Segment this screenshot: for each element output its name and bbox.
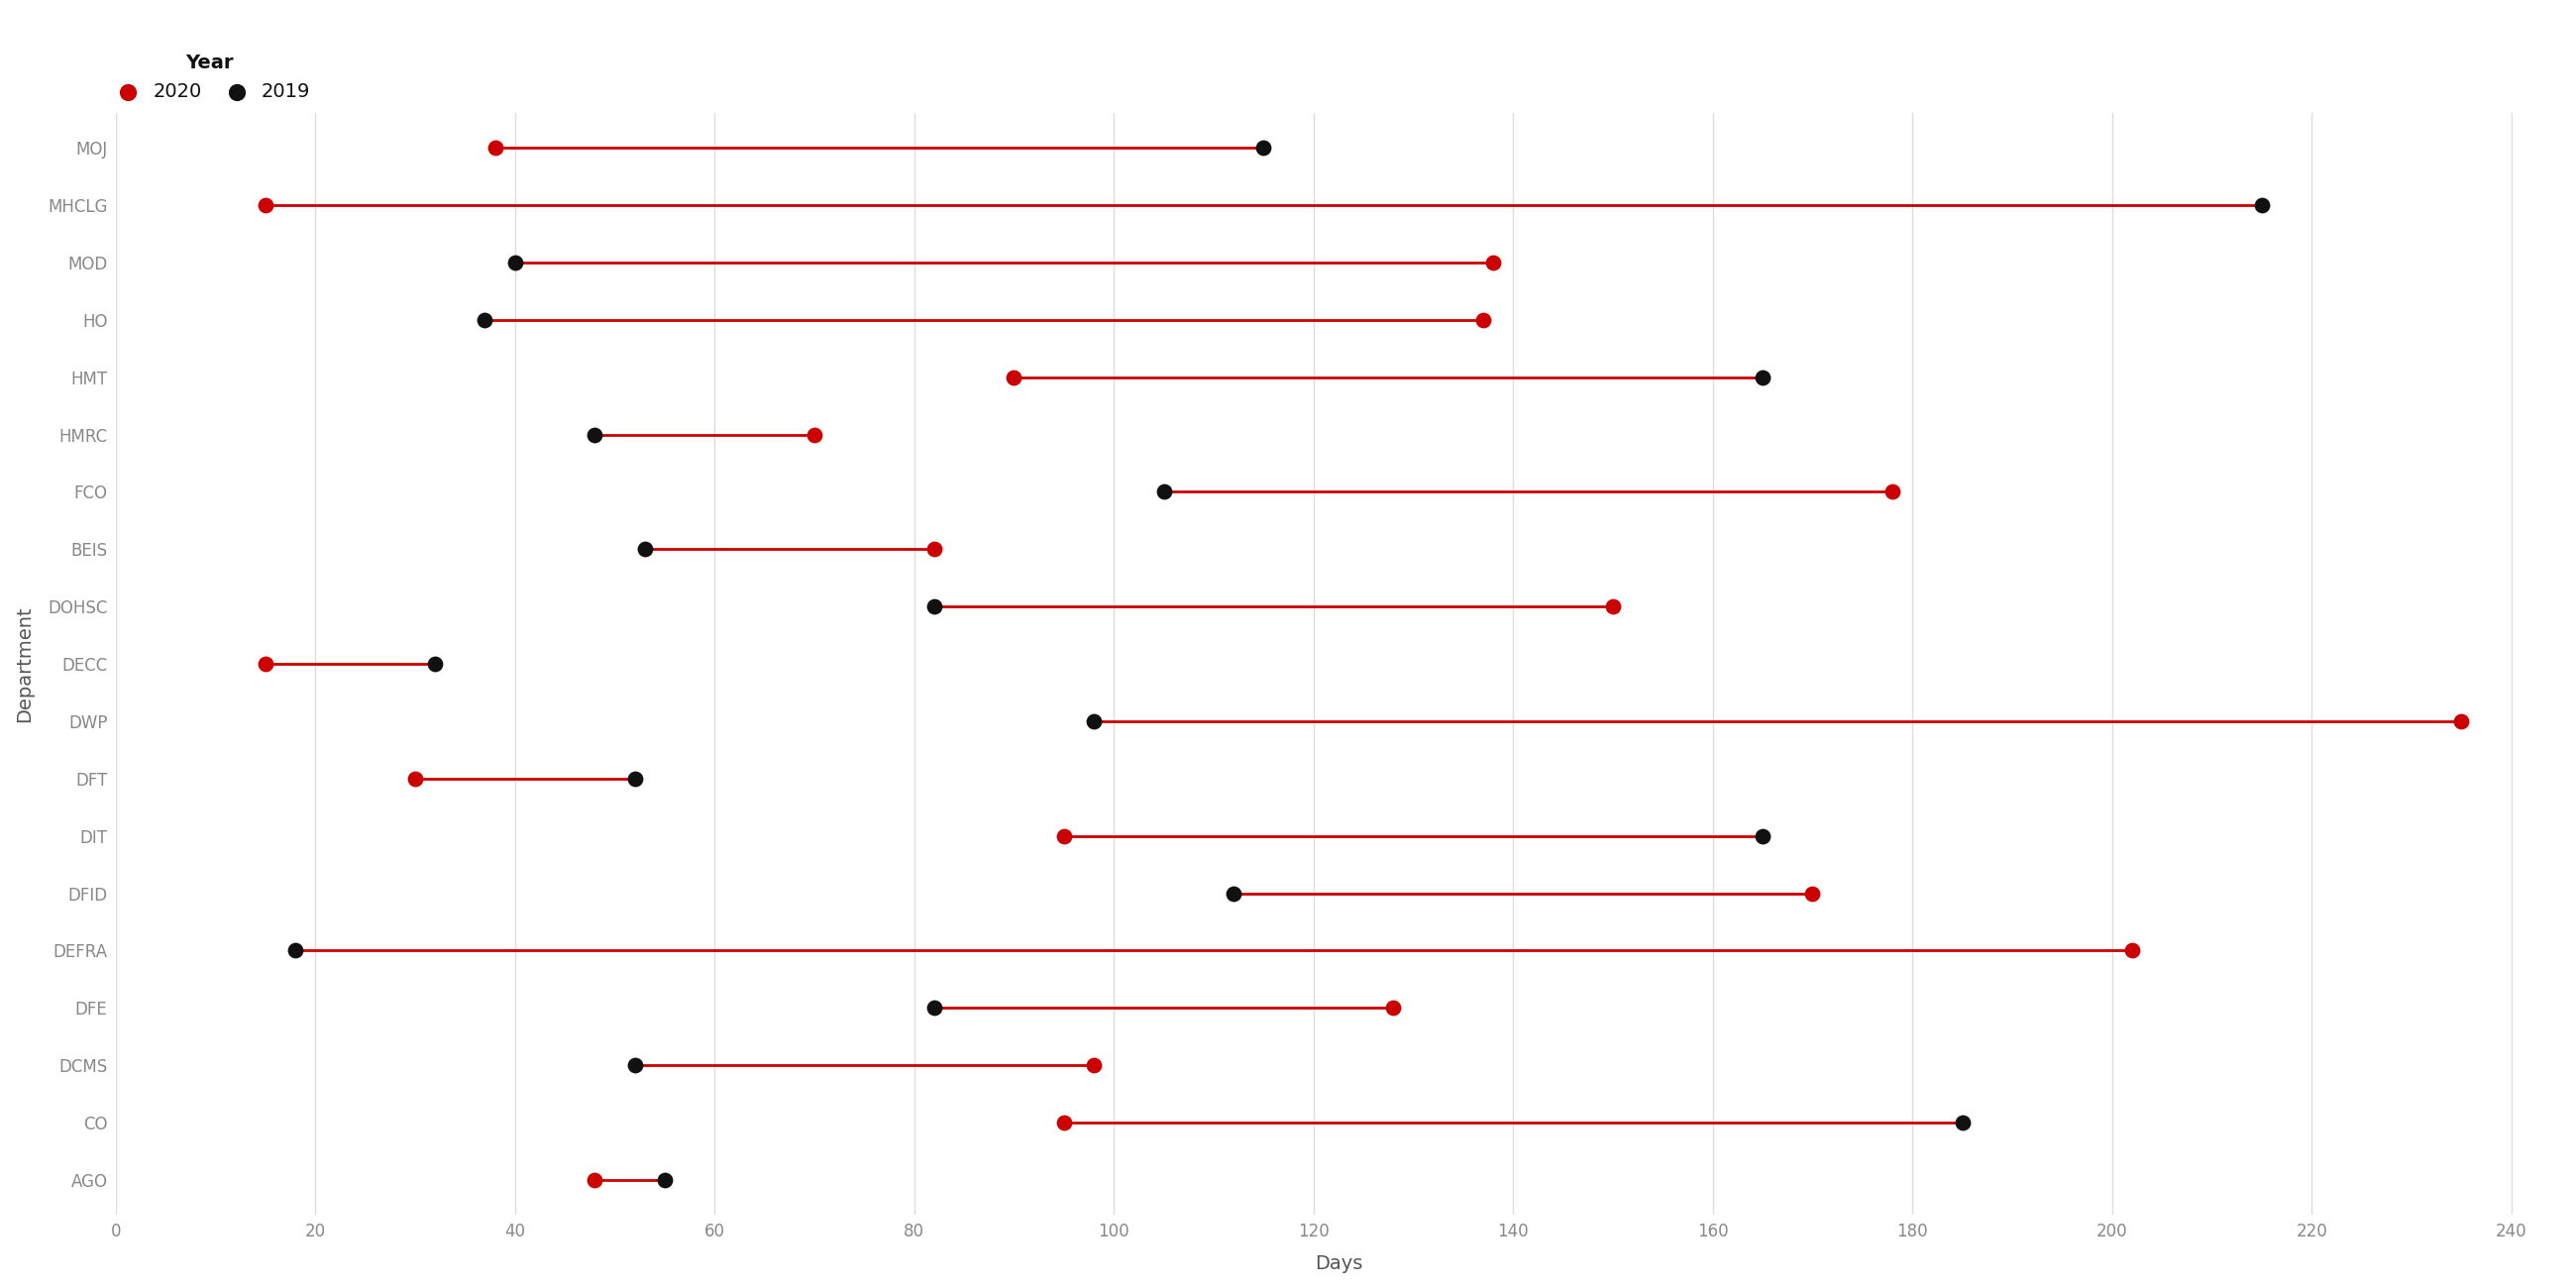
- Point: [1793, 884, 1834, 904]
- Point: [2112, 940, 2154, 961]
- Point: [1741, 826, 1783, 846]
- Point: [1213, 884, 1255, 904]
- Point: [914, 998, 956, 1019]
- Point: [1244, 138, 1285, 158]
- Point: [464, 309, 505, 330]
- Point: [1463, 309, 1504, 330]
- Point: [1942, 1113, 1984, 1133]
- Point: [245, 653, 286, 674]
- Point: [644, 1170, 685, 1190]
- Point: [1074, 711, 1115, 732]
- Legend: 2020, 2019: 2020, 2019: [100, 46, 317, 108]
- Point: [1373, 998, 1414, 1019]
- Point: [415, 653, 456, 674]
- Point: [1144, 482, 1185, 502]
- Point: [914, 596, 956, 617]
- Point: [394, 768, 435, 788]
- Point: [2241, 194, 2282, 215]
- Point: [574, 424, 616, 444]
- Point: [1473, 252, 1515, 273]
- Point: [1592, 596, 1633, 617]
- Point: [1043, 1113, 1084, 1133]
- Point: [914, 538, 956, 559]
- Point: [245, 194, 286, 215]
- Point: [1873, 482, 1914, 502]
- Point: [793, 424, 835, 444]
- Point: [574, 1170, 616, 1190]
- Point: [2439, 711, 2481, 732]
- Point: [623, 538, 665, 559]
- Point: [994, 367, 1036, 388]
- Point: [1074, 1055, 1115, 1075]
- Point: [474, 138, 515, 158]
- Y-axis label: Department: Department: [15, 605, 33, 723]
- Point: [1741, 367, 1783, 388]
- Point: [276, 940, 317, 961]
- Point: [613, 768, 654, 788]
- Point: [495, 252, 536, 273]
- Point: [1043, 826, 1084, 846]
- X-axis label: Days: Days: [1314, 1255, 1363, 1273]
- Point: [613, 1055, 654, 1075]
